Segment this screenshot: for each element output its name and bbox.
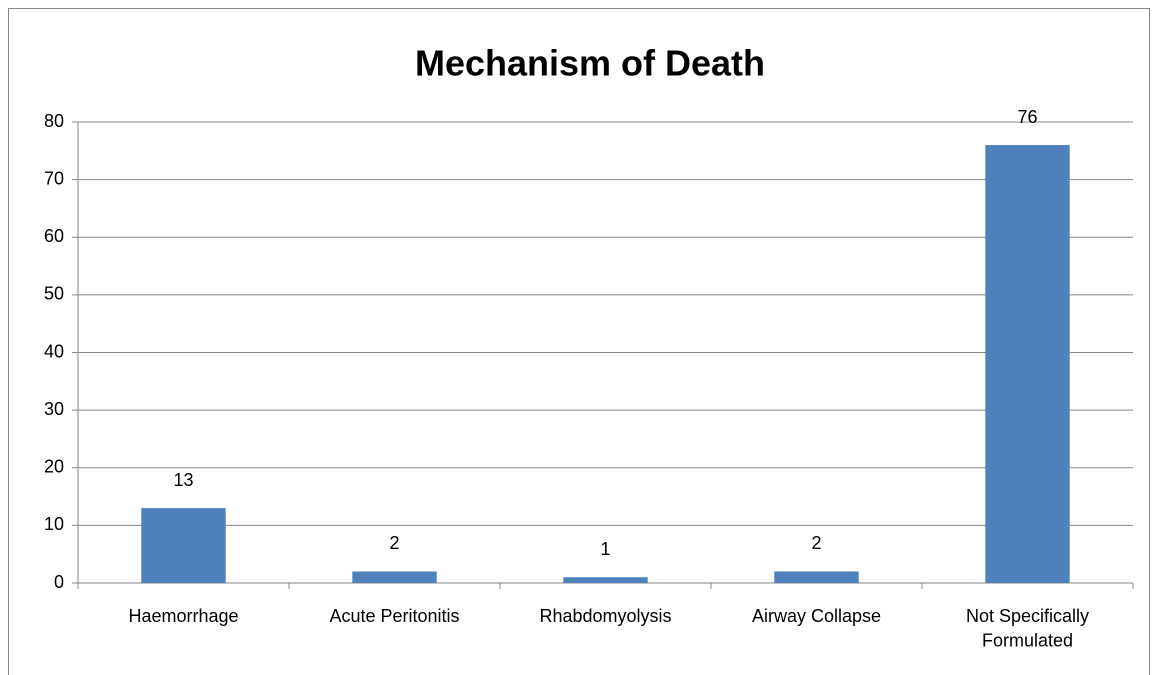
y-tick-label: 10 <box>44 514 64 534</box>
data-label: 1 <box>600 539 610 559</box>
y-tick-label: 60 <box>44 226 64 246</box>
data-label: 2 <box>811 533 821 553</box>
x-tick-label: Not Specifically Formulated <box>966 606 1089 650</box>
bar <box>352 571 437 583</box>
data-label: 2 <box>389 533 399 553</box>
y-tick-label: 50 <box>44 284 64 304</box>
data-label: 76 <box>1017 107 1037 127</box>
bar <box>141 508 226 583</box>
y-tick-label: 0 <box>54 572 64 592</box>
chart-title: Mechanism of Death <box>415 43 765 84</box>
bar <box>774 571 859 583</box>
x-tick-label: Acute Peritonitis <box>329 606 459 626</box>
y-tick-label: 40 <box>44 341 64 361</box>
bar <box>985 145 1070 584</box>
y-tick-label: 80 <box>44 111 64 131</box>
y-tick-label: 20 <box>44 457 64 477</box>
bar <box>563 577 648 583</box>
y-tick-label: 70 <box>44 168 64 188</box>
y-tick-label: 30 <box>44 399 64 419</box>
x-tick-label: Rhabdomyolysis <box>539 606 671 626</box>
x-tick-label: Airway Collapse <box>752 606 881 626</box>
data-label: 13 <box>173 470 193 490</box>
x-tick-label: Haemorrhage <box>128 606 238 626</box>
